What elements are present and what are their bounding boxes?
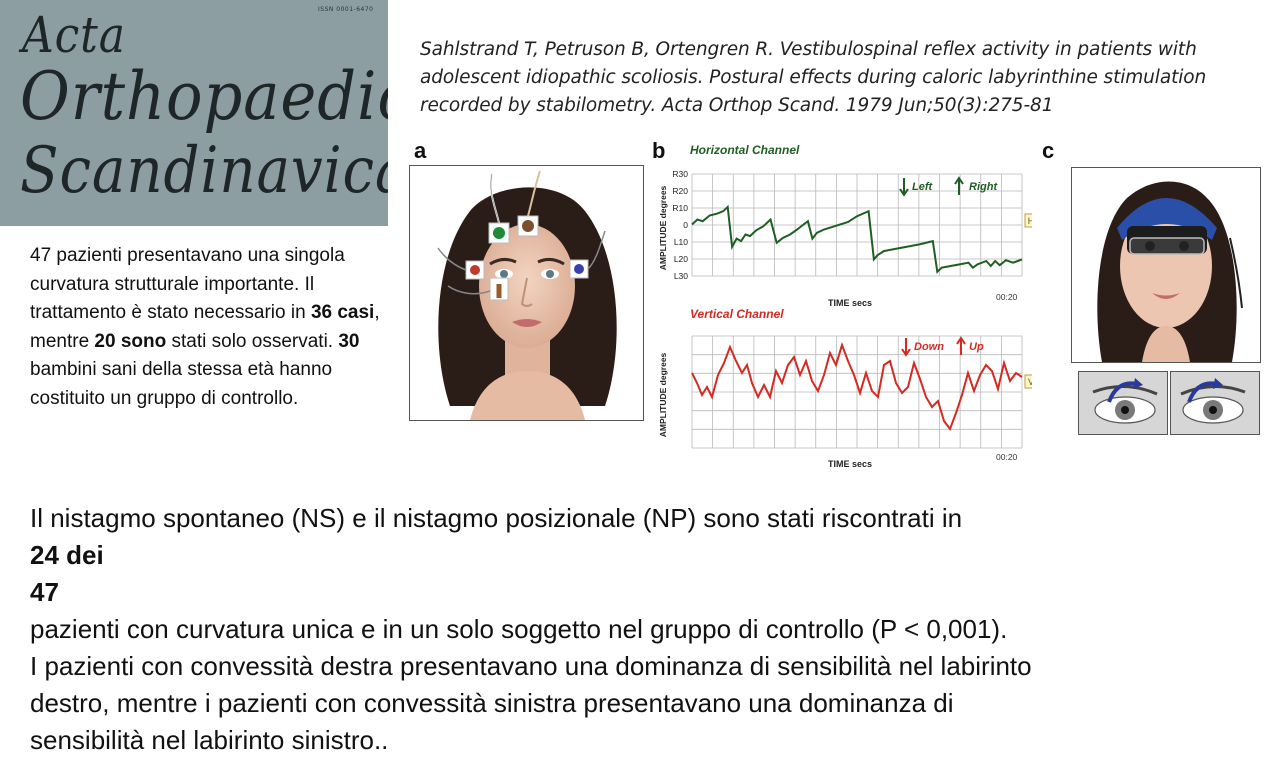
horizontal-ytick: R30 (672, 169, 688, 179)
eye-right-illustration (1171, 372, 1259, 434)
left-text-2: , mentre (30, 302, 380, 352)
bottom-line1: Il nistagmo spontaneo (NS) e il nistagmo… (30, 500, 1260, 574)
v-marker: V (1028, 377, 1032, 387)
citation-line2: adolescent idiopathic scoliosis. Postura… (420, 67, 1207, 88)
horizontal-channel-title: Horizontal Channel (690, 143, 800, 157)
vertical-trace (691, 341, 1023, 432)
eye-left-photo (1078, 371, 1168, 435)
horizontal-trace (691, 204, 1023, 274)
horizontal-ytick: L10 (674, 237, 688, 247)
horizontal-grid (691, 173, 1023, 277)
journal-cover: ISSN 0001-6470 Acta Orthopaedica Scandin… (0, 0, 388, 226)
cover-title-line3: Scandinavica (20, 134, 388, 208)
left-text-4: bambini sani della stessa età hanno cost… (30, 359, 333, 409)
citation: Sahlstrand T, Petruson B, Ortengren R. V… (420, 36, 1270, 120)
panel-c-goggles-photo (1071, 167, 1261, 363)
left-text-1: 47 pazienti presentavano una singola cur… (30, 245, 345, 323)
eye-right-photo (1170, 371, 1260, 435)
right-arrow-icon (954, 176, 964, 195)
h-marker: H (1028, 216, 1032, 226)
horizontal-ytick: R10 (672, 203, 688, 213)
cover-issn: ISSN 0001-6470 (318, 6, 374, 13)
citation-line1: Sahlstrand T, Petruson B, Ortengren R. V… (420, 39, 1197, 60)
up-arrow-icon (956, 336, 966, 355)
vertical-channel-title: Vertical Channel (690, 307, 784, 321)
horizontal-xlabel: TIME secs (828, 298, 872, 308)
channel-charts-svg: Horizontal Channel R30 R20 R10 0 L10 L20 L30 A… (658, 143, 1038, 469)
cover-title-line1: Acta (22, 6, 126, 64)
bottom-line2-text: pazienti con curvatura unica e in un sol… (30, 614, 1008, 644)
bottom-line1-text: Il nistagmo spontaneo (NS) e il nistagmo… (30, 503, 963, 533)
bottom-line1-bold: 24 dei (30, 540, 104, 570)
panel-b-charts: Horizontal Channel R30 R20 R10 0 L10 L20 L30 A… (652, 140, 1038, 470)
horizontal-time-end: 00:20 (996, 292, 1018, 302)
panel-a-electrodes-photo (409, 165, 644, 421)
horizontal-ytick: R20 (672, 186, 688, 196)
face-electrodes-illustration (437, 170, 617, 420)
horizontal-ytick: 0 (683, 220, 688, 230)
left-arrow-icon (899, 178, 909, 197)
cover-title-line2: Orthopaedica (20, 58, 388, 135)
bottom-line3: I pazienti con convessità destra present… (30, 651, 1032, 681)
vertical-ylabel: AMPLITUDE degrees (658, 352, 668, 437)
left-bold-1: 36 casi (310, 302, 375, 323)
horizontal-ytick: L20 (674, 254, 688, 264)
vertical-time-end: 00:20 (996, 452, 1018, 462)
bottom-line2: 47 pazienti con curvatura unica e in un … (30, 574, 1260, 648)
bottom-line5: sensibilità nel labirinto sinistro.. (30, 725, 389, 755)
legend-up: Up (969, 341, 984, 353)
left-text-3: stati solo osservati. (166, 330, 339, 352)
panel-label-b: b (652, 138, 666, 163)
left-bold-2: 20 sono (94, 330, 167, 352)
eye-left-illustration (1079, 372, 1167, 434)
legend-down: Down (914, 341, 944, 353)
legend-left: Left (912, 181, 934, 193)
down-arrow-icon (901, 338, 911, 357)
horizontal-ylabel: AMPLITUDE degrees (658, 185, 668, 270)
vertical-xlabel: TIME secs (828, 459, 872, 469)
horizontal-yticks: R30 R20 R10 0 L10 L20 L30 (672, 169, 688, 281)
panel-label-c: c (1042, 138, 1055, 163)
left-bold-3: 30 (338, 330, 360, 352)
legend-right: Right (969, 181, 998, 193)
horizontal-ytick: L30 (674, 271, 688, 281)
bottom-paragraph: Il nistagmo spontaneo (NS) e il nistagmo… (30, 500, 1260, 759)
left-paragraph: 47 pazienti presentavano una singola cur… (30, 242, 380, 413)
citation-line3: recorded by stabilometry. Acta Orthop Sc… (420, 95, 1054, 116)
panel-label-a: a (414, 138, 427, 163)
bottom-line2-bold: 47 (30, 577, 59, 607)
bottom-line4: destro, mentre i pazienti con convessità… (30, 688, 954, 718)
goggles-illustration (1097, 181, 1243, 362)
